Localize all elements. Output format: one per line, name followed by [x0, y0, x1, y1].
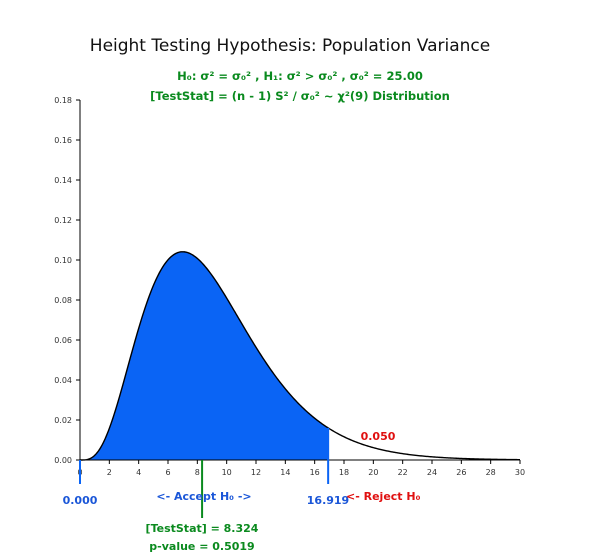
accept-region-area	[80, 251, 329, 460]
x-tick-label: 18	[339, 468, 349, 477]
x-tick-label: 30	[515, 468, 525, 477]
x-tick-label: 16	[310, 468, 320, 477]
y-tick-label: 0.16	[54, 136, 72, 145]
x-tick-label: 20	[368, 468, 378, 477]
x-tick-label: 2	[107, 468, 112, 477]
x-tick-label: 4	[136, 468, 141, 477]
density-curve	[80, 251, 521, 461]
x-tick-label: 6	[165, 468, 170, 477]
x-tick-label: 10	[222, 468, 232, 477]
statistic-line: [TestStat] = (n - 1) S² / σ₀² ~ χ²(9) Di…	[150, 89, 450, 103]
x-tick-label: 28	[486, 468, 496, 477]
y-tick-label: 0.00	[54, 456, 72, 465]
y-tick-label: 0.18	[54, 96, 72, 105]
y-tick-label: 0.04	[54, 376, 72, 385]
p-value-label: p-value = 0.5019	[149, 540, 254, 553]
left-bound-label: 0.000	[63, 494, 98, 507]
x-tick-label: 22	[398, 468, 408, 477]
y-tick-label: 0.02	[54, 416, 72, 425]
y-tick-label: 0.08	[54, 296, 72, 305]
x-tick-label: 24	[427, 468, 437, 477]
chart-title: Height Testing Hypothesis: Population Va…	[90, 36, 490, 56]
reject-region-label: <- Reject H₀	[346, 490, 421, 503]
y-tick-label: 0.10	[54, 256, 72, 265]
plot-area: 0.00 0.02 0.04 0.06 0.08 0.10 0.12 0.14 0.16 0.18…	[54, 96, 525, 518]
critical-value-label: 16.919	[307, 494, 349, 507]
x-tick-label: 12	[251, 468, 261, 477]
alpha-label: 0.050	[361, 430, 396, 443]
x-tick-label: 8	[195, 468, 200, 477]
hypothesis-line: H₀: σ² = σ₀² , H₁: σ² > σ₀² , σ₀² = 25.0…	[177, 69, 423, 83]
y-tick-label: 0.12	[54, 216, 72, 225]
y-tick-label: 0.14	[54, 176, 72, 185]
accept-region-label: <- Accept H₀ ->	[156, 490, 251, 503]
x-tick-label: 26	[456, 468, 466, 477]
x-tick-label: 14	[280, 468, 290, 477]
y-tick-label: 0.06	[54, 336, 72, 345]
test-statistic-label: [TestStat] = 8.324	[146, 522, 259, 535]
